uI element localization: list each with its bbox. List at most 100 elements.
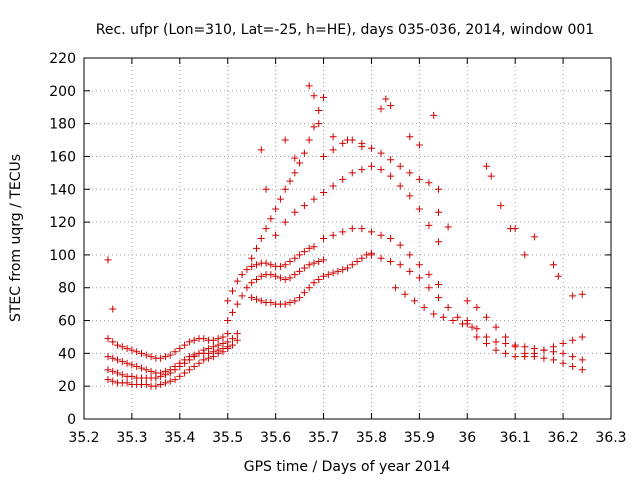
series-2	[104, 343, 232, 377]
data-point	[166, 351, 174, 359]
data-point	[142, 366, 150, 374]
data-point	[128, 361, 136, 369]
tick-layer: 0 20 40 60 80 100 120 140 160 180 200 220 35.2 35.3 35…	[49, 51, 626, 446]
data-point	[118, 343, 126, 351]
data-point	[320, 152, 328, 160]
data-point	[142, 381, 150, 389]
data-point	[176, 359, 184, 367]
data-point	[569, 353, 577, 361]
grid-layer	[84, 58, 611, 419]
data-point	[382, 95, 390, 103]
data-point	[200, 335, 208, 343]
data-point	[310, 279, 318, 287]
data-point	[387, 156, 395, 164]
data-point	[238, 292, 246, 300]
data-point	[243, 266, 251, 274]
data-point	[281, 136, 289, 144]
data-point	[377, 231, 385, 239]
data-point	[104, 335, 112, 343]
data-point	[435, 185, 443, 193]
data-point	[176, 344, 184, 352]
data-point	[233, 336, 241, 344]
data-point	[511, 225, 519, 233]
data-point	[578, 366, 586, 374]
plot-frame	[83, 57, 612, 420]
data-point	[181, 356, 189, 364]
data-point	[161, 379, 169, 387]
chart-title: Rec. ufpr (Lon=310, Lat=-25, h=HE), days…	[96, 22, 594, 38]
data-point	[444, 303, 452, 311]
data-point	[109, 338, 117, 346]
data-point	[296, 294, 304, 302]
data-point	[305, 82, 313, 90]
data-point	[492, 323, 500, 331]
data-point	[262, 225, 270, 233]
data-point	[339, 266, 347, 274]
data-point	[367, 162, 375, 170]
series-5	[224, 243, 318, 305]
data-point	[137, 349, 145, 357]
data-point	[387, 102, 395, 110]
data-point	[137, 364, 145, 372]
data-point	[387, 235, 395, 242]
data-point	[109, 367, 117, 375]
data-point	[310, 243, 318, 251]
y-tick-label: 120	[49, 215, 76, 231]
data-point	[406, 133, 414, 141]
x-tick-label: 36.1	[500, 430, 531, 446]
data-point	[415, 141, 423, 149]
data-point	[214, 335, 222, 343]
data-point	[367, 251, 375, 259]
x-tick-label: 35.5	[212, 430, 243, 446]
data-point	[166, 377, 174, 385]
data-point	[157, 354, 165, 362]
data-point	[329, 133, 337, 141]
data-point	[439, 313, 447, 321]
data-point	[377, 254, 385, 262]
data-point	[257, 235, 265, 242]
data-point	[449, 317, 457, 325]
data-point	[387, 172, 395, 180]
series-14	[463, 297, 586, 374]
y-tick-label: 160	[49, 149, 76, 165]
data-point	[157, 369, 165, 377]
data-point	[114, 341, 122, 349]
data-point	[348, 169, 356, 177]
data-point	[348, 225, 356, 233]
data-point	[233, 300, 241, 308]
data-point	[229, 287, 237, 295]
data-point	[425, 271, 433, 279]
data-point	[257, 272, 265, 280]
data-point	[358, 225, 366, 233]
data-point	[185, 353, 193, 361]
data-point	[353, 257, 361, 265]
data-point	[344, 136, 351, 144]
data-point	[291, 169, 299, 177]
data-point	[435, 208, 443, 216]
data-point	[315, 120, 323, 128]
data-point	[482, 313, 490, 321]
data-point	[310, 123, 318, 131]
x-tick-label: 35.8	[356, 430, 387, 446]
data-point	[267, 261, 275, 269]
data-point	[329, 269, 337, 277]
data-point	[272, 205, 280, 213]
data-point	[181, 369, 189, 377]
data-point	[205, 349, 213, 357]
data-point	[286, 298, 294, 306]
data-point	[492, 338, 500, 346]
data-point	[406, 267, 414, 275]
data-point	[281, 261, 289, 269]
data-point	[377, 166, 385, 174]
data-point	[291, 208, 299, 216]
series-16	[104, 82, 586, 313]
data-point	[550, 261, 558, 269]
data-point	[109, 354, 117, 362]
data-point	[257, 297, 265, 305]
data-point	[233, 277, 241, 285]
data-point	[358, 143, 366, 151]
data-point	[243, 284, 251, 292]
data-point	[569, 336, 577, 344]
data-point	[291, 254, 299, 262]
data-point	[252, 261, 260, 269]
